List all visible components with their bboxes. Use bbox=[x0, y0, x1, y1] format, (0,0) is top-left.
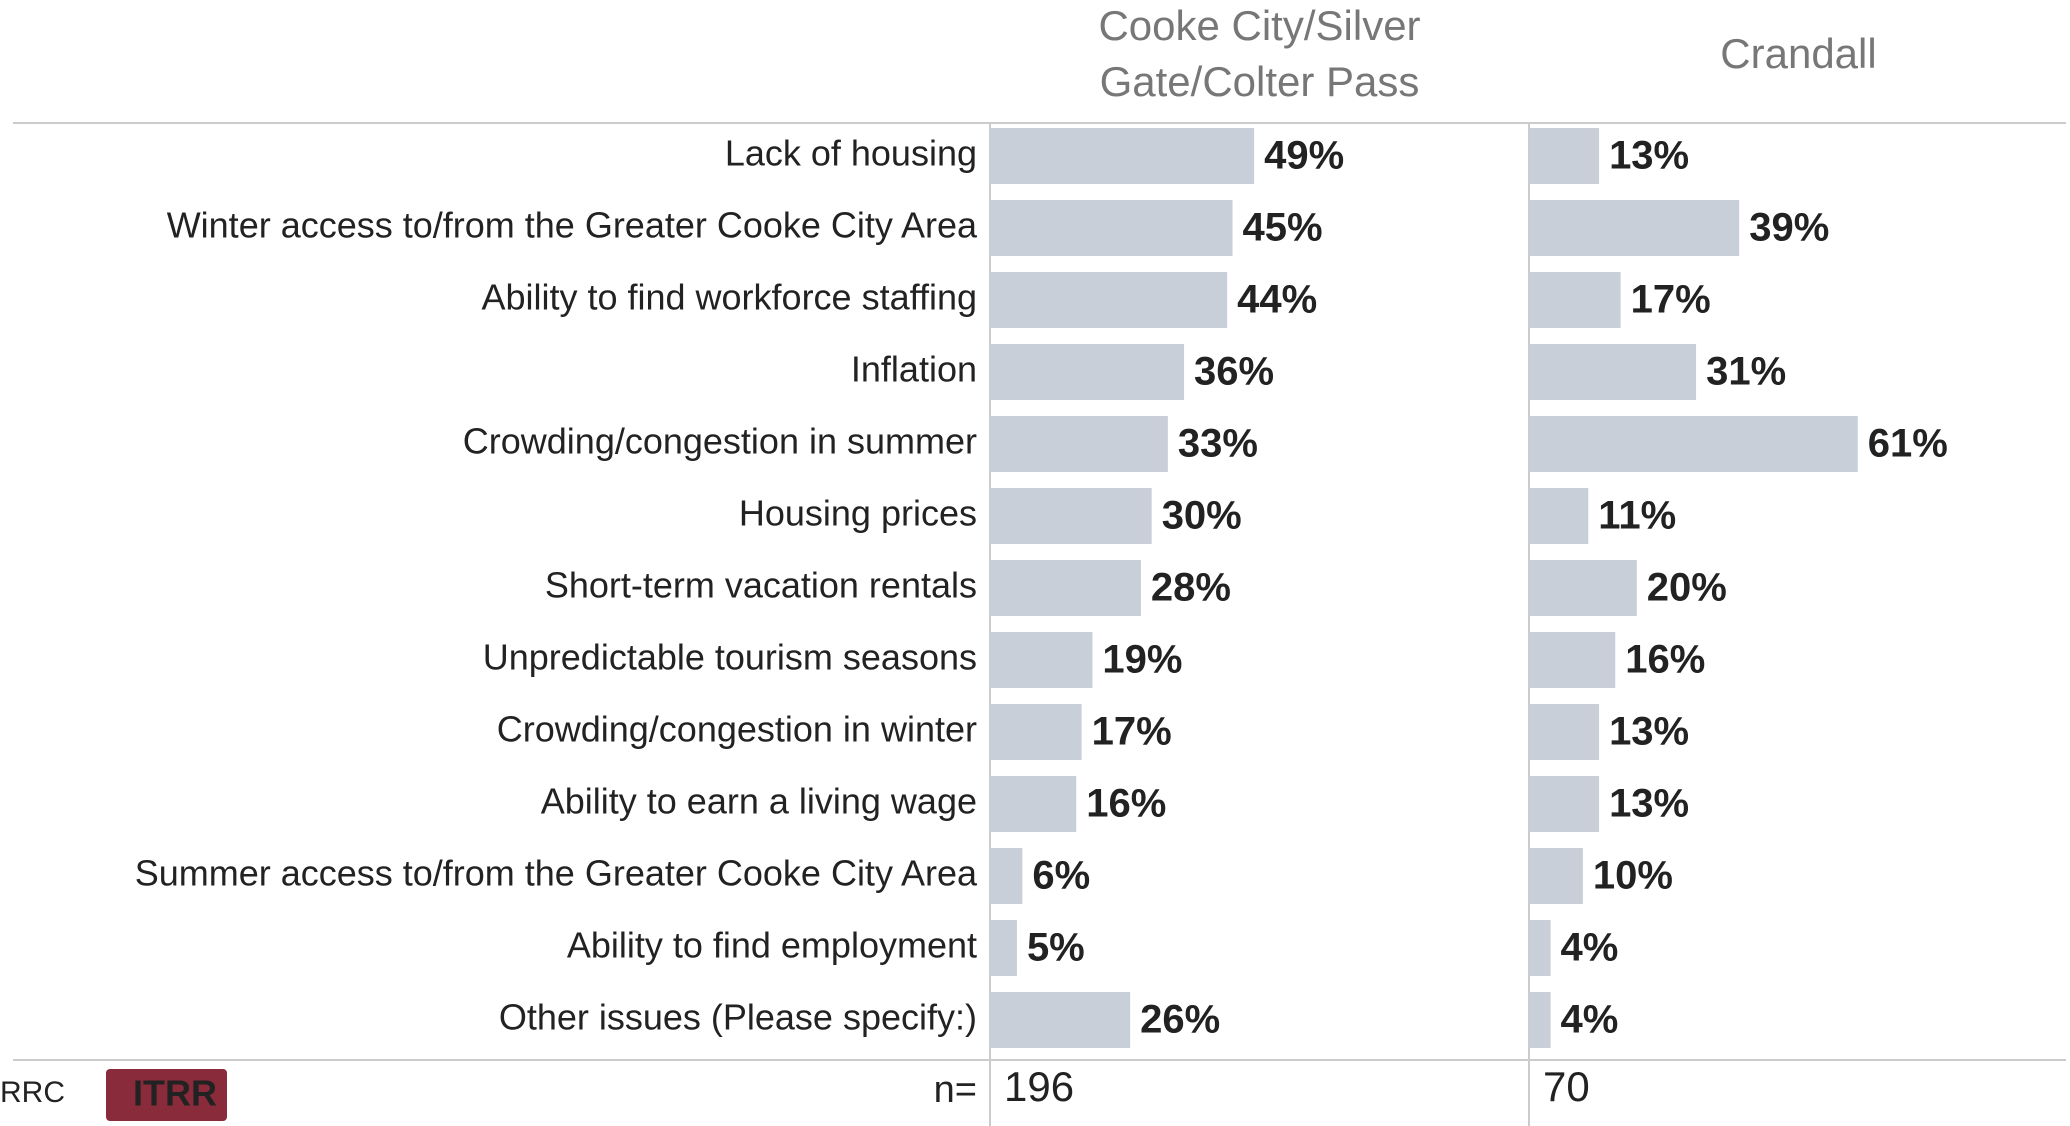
logo-text: ITRR bbox=[133, 1073, 217, 1114]
bar bbox=[1529, 776, 1600, 832]
bar bbox=[1529, 992, 1551, 1048]
value-label: 44% bbox=[1237, 278, 1317, 322]
category-label: Housing prices bbox=[739, 493, 977, 534]
bar bbox=[1529, 416, 1858, 472]
bar bbox=[990, 920, 1017, 976]
bar bbox=[990, 992, 1131, 1048]
bar bbox=[1529, 704, 1600, 760]
bar bbox=[1529, 128, 1600, 184]
category-label: Winter access to/from the Greater Cooke … bbox=[167, 205, 978, 246]
bar bbox=[990, 344, 1185, 400]
value-label: 6% bbox=[1032, 854, 1090, 898]
bar bbox=[1529, 344, 1697, 400]
category-label: Crowding/congestion in winter bbox=[497, 709, 977, 750]
category-label: Ability to earn a living wage bbox=[541, 781, 977, 822]
value-label: 45% bbox=[1243, 206, 1323, 250]
value-label: 31% bbox=[1706, 350, 1786, 394]
value-label: 13% bbox=[1609, 782, 1689, 826]
bar bbox=[990, 272, 1228, 328]
bar bbox=[990, 560, 1141, 616]
bar bbox=[990, 128, 1255, 184]
bar bbox=[990, 200, 1233, 256]
value-label: 5% bbox=[1027, 926, 1085, 970]
category-label: Crowding/congestion in summer bbox=[463, 421, 977, 462]
value-label: 16% bbox=[1086, 782, 1166, 826]
bar bbox=[990, 632, 1093, 688]
footer-text: RRC bbox=[0, 1076, 65, 1109]
category-label: Ability to find workforce staffing bbox=[481, 277, 977, 318]
bar bbox=[990, 776, 1077, 832]
bar bbox=[1529, 560, 1637, 616]
value-label: 4% bbox=[1561, 926, 1619, 970]
n-label: n= bbox=[934, 1069, 977, 1111]
category-label: Summer access to/from the Greater Cooke … bbox=[135, 853, 978, 894]
value-label: 49% bbox=[1264, 134, 1344, 178]
bar bbox=[1529, 920, 1551, 976]
category-label: Ability to find employment bbox=[567, 925, 977, 966]
logo bbox=[106, 1069, 227, 1121]
value-label: 11% bbox=[1598, 494, 1676, 538]
category-label: Short-term vacation rentals bbox=[545, 565, 977, 606]
panel-header: Crandall bbox=[1720, 30, 1877, 77]
bar bbox=[990, 848, 1023, 904]
value-label: 28% bbox=[1151, 566, 1231, 610]
category-label: Lack of housing bbox=[725, 133, 977, 174]
value-label: 30% bbox=[1162, 494, 1242, 538]
value-label: 19% bbox=[1102, 638, 1182, 682]
n-value: 70 bbox=[1543, 1063, 1590, 1110]
bar bbox=[990, 416, 1168, 472]
bar bbox=[990, 488, 1152, 544]
value-label: 16% bbox=[1625, 638, 1705, 682]
bar bbox=[1529, 272, 1621, 328]
n-value: 196 bbox=[1004, 1063, 1074, 1110]
bar bbox=[1529, 488, 1589, 544]
bar bbox=[1529, 632, 1616, 688]
value-label: 13% bbox=[1609, 710, 1689, 754]
category-label: Other issues (Please specify:) bbox=[499, 997, 977, 1038]
value-label: 20% bbox=[1647, 566, 1727, 610]
value-label: 4% bbox=[1561, 998, 1619, 1042]
value-label: 13% bbox=[1609, 134, 1689, 178]
value-label: 17% bbox=[1092, 710, 1172, 754]
bar bbox=[990, 704, 1082, 760]
value-label: 26% bbox=[1140, 998, 1220, 1042]
category-label: Inflation bbox=[851, 349, 977, 390]
value-label: 17% bbox=[1631, 278, 1711, 322]
value-label: 36% bbox=[1194, 350, 1274, 394]
value-label: 10% bbox=[1593, 854, 1673, 898]
bar bbox=[1529, 848, 1583, 904]
bar bbox=[1529, 200, 1740, 256]
category-label: Unpredictable tourism seasons bbox=[483, 637, 977, 678]
panel-header: Cooke City/Silver Gate/Colter Pass bbox=[1098, 2, 1421, 105]
value-label: 61% bbox=[1868, 422, 1948, 466]
value-label: 33% bbox=[1178, 422, 1258, 466]
value-label: 39% bbox=[1749, 206, 1829, 250]
